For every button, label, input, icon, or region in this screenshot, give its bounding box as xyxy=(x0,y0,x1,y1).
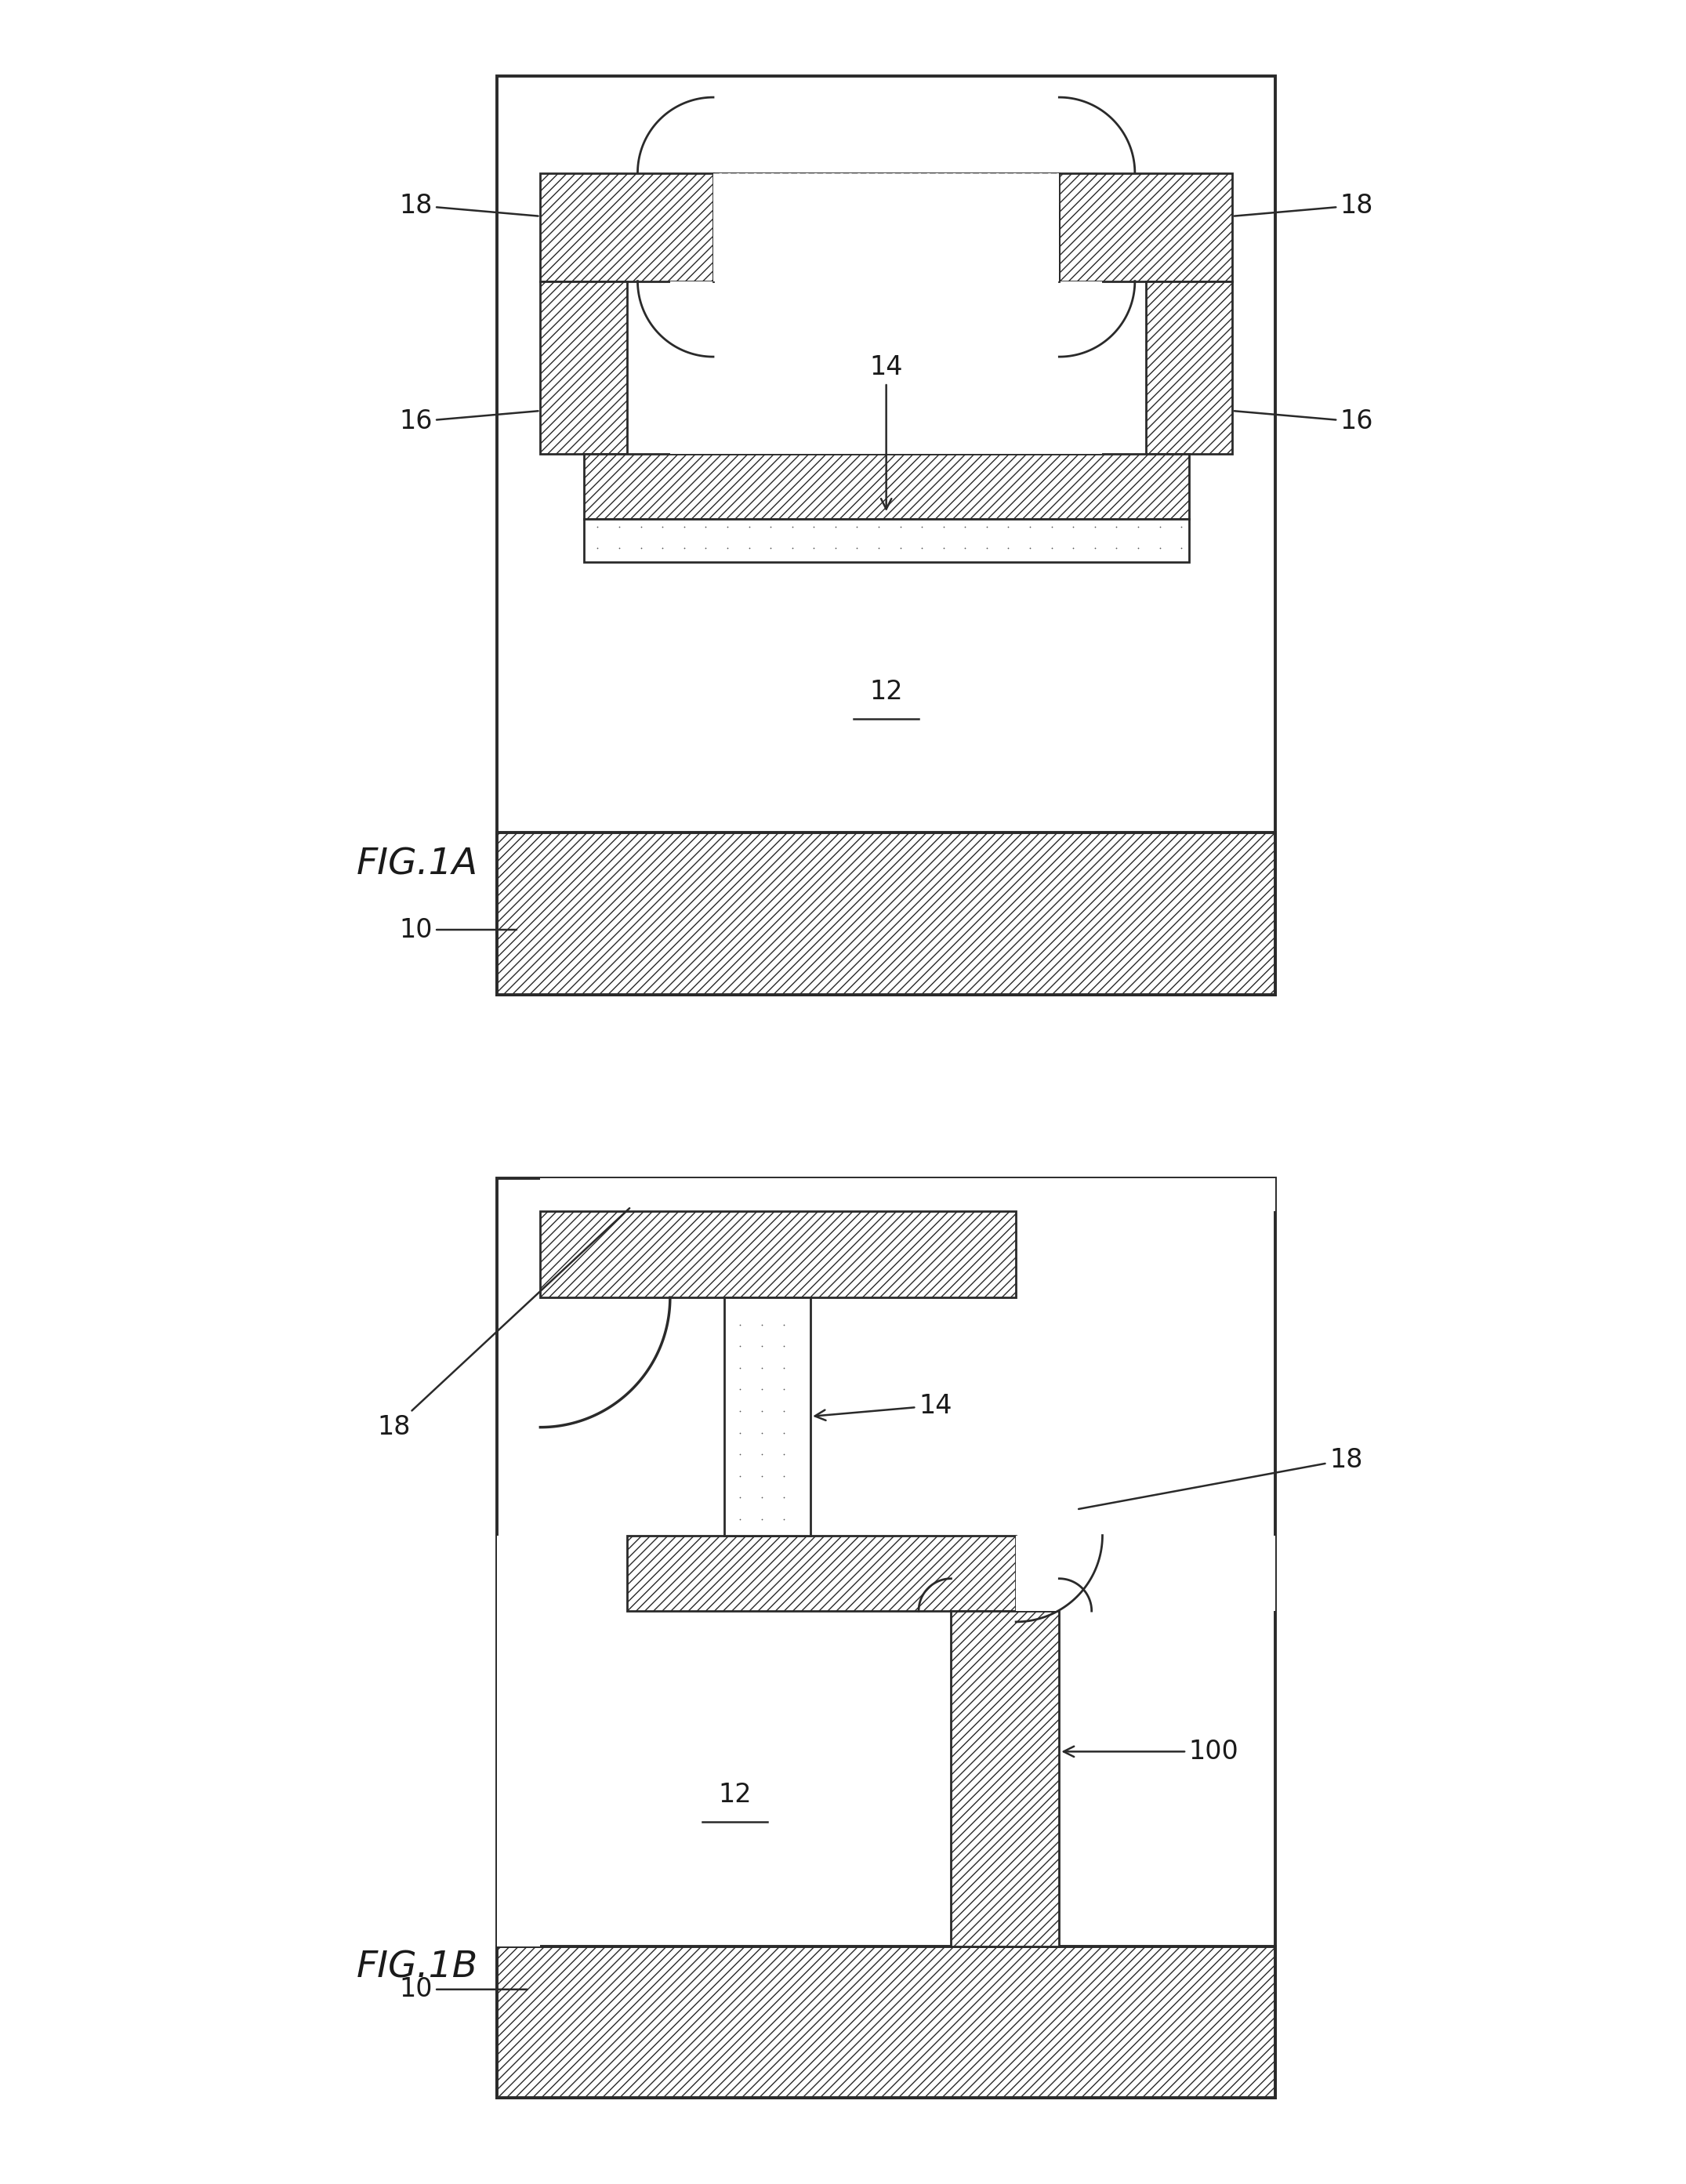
Text: 18: 18 xyxy=(1234,192,1374,218)
Bar xyxy=(627,1535,1017,1612)
Bar xyxy=(497,76,1275,994)
Text: 14: 14 xyxy=(814,1393,953,1420)
Text: 16: 16 xyxy=(400,408,538,435)
Bar xyxy=(723,1297,811,1535)
Bar xyxy=(497,1535,540,1612)
Text: 12: 12 xyxy=(870,679,904,705)
Text: FIG.1B: FIG.1B xyxy=(356,1950,479,1985)
Text: FIG.1A: FIG.1A xyxy=(356,847,479,882)
Bar xyxy=(540,173,713,282)
Text: 18: 18 xyxy=(378,1208,629,1439)
Bar xyxy=(540,282,627,454)
Text: 18: 18 xyxy=(1079,1446,1362,1509)
Text: 16: 16 xyxy=(1234,408,1374,435)
Bar xyxy=(713,173,1059,282)
Bar xyxy=(713,173,1059,282)
Bar xyxy=(497,832,1275,994)
Text: 100: 100 xyxy=(1064,1738,1239,1765)
Bar xyxy=(951,1612,1059,1946)
Bar xyxy=(669,282,1103,454)
Bar xyxy=(583,520,1189,561)
Bar xyxy=(1017,1535,1275,1612)
Bar xyxy=(497,1179,1275,2097)
Bar xyxy=(497,1946,1275,2097)
Text: 10: 10 xyxy=(400,917,516,943)
Text: 18: 18 xyxy=(400,192,538,218)
Bar xyxy=(1146,282,1232,454)
Bar xyxy=(540,1179,1275,1210)
Text: 12: 12 xyxy=(718,1782,752,1808)
Bar xyxy=(1059,173,1232,282)
Text: 14: 14 xyxy=(870,354,904,509)
Text: 10: 10 xyxy=(400,1977,528,2003)
Bar xyxy=(540,1210,1017,1297)
Bar xyxy=(583,454,1189,520)
Bar xyxy=(497,1612,540,1946)
